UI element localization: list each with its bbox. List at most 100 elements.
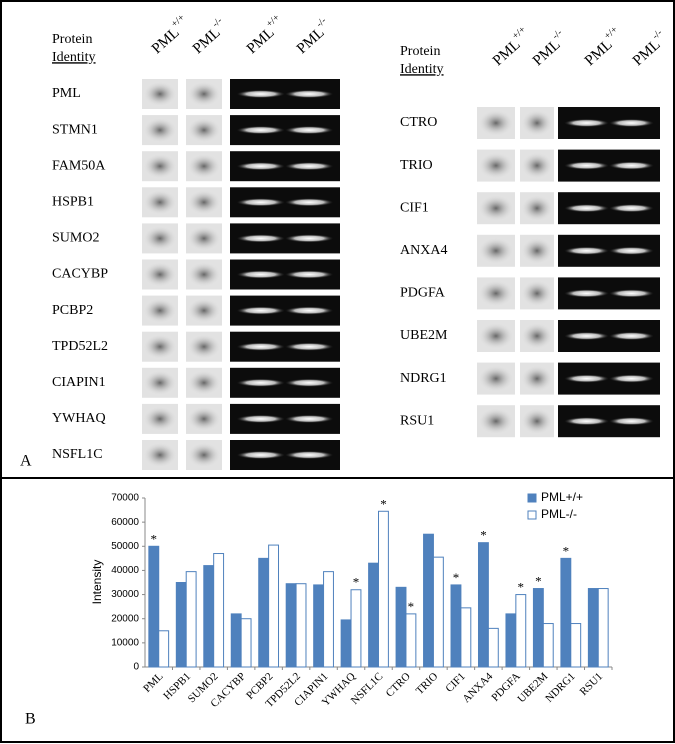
gel-band xyxy=(609,204,654,213)
gel-band xyxy=(609,119,654,127)
x-tick-label: CTRO xyxy=(384,670,413,699)
bar xyxy=(487,627,499,668)
protein-label: CTRO xyxy=(400,115,437,130)
header-text: Protein xyxy=(400,44,440,59)
blot-spot xyxy=(143,370,177,395)
blot-spot xyxy=(143,118,177,143)
gel-band xyxy=(609,332,654,340)
bar xyxy=(432,556,444,668)
column-name: PML xyxy=(244,25,278,58)
bar xyxy=(323,571,334,668)
significance-marker: * xyxy=(563,543,570,558)
column-label: PML+/+ xyxy=(487,24,534,69)
blot-spot xyxy=(187,118,221,143)
bar xyxy=(313,584,325,668)
gel-band xyxy=(609,246,654,255)
blot-spot xyxy=(478,365,514,392)
gel-band xyxy=(609,374,654,383)
column-label: PML+/+ xyxy=(146,12,193,57)
blot-spot xyxy=(187,190,221,215)
legend-label: PML+/+ xyxy=(541,490,583,504)
blot-spot xyxy=(187,262,221,287)
bar xyxy=(285,583,297,668)
bar xyxy=(477,542,489,668)
column-name: PML xyxy=(582,37,616,70)
blot-spot xyxy=(187,226,221,251)
x-tick-label: PML xyxy=(141,670,166,695)
blot-spot xyxy=(521,152,553,179)
blot-spot xyxy=(143,82,177,106)
bar xyxy=(175,582,187,668)
x-tick-label: TRIO xyxy=(414,670,441,697)
significance-marker: * xyxy=(380,496,387,511)
bar xyxy=(560,557,572,668)
column-name: PML xyxy=(530,37,564,70)
blot-spot xyxy=(478,323,514,349)
gel-band xyxy=(564,417,609,426)
column-name: PML xyxy=(149,25,183,58)
bar xyxy=(405,613,417,668)
blot-spot xyxy=(143,190,177,215)
blot-spot xyxy=(478,110,514,136)
gel-band xyxy=(285,378,334,387)
gel-band xyxy=(236,306,285,315)
column-name: PML xyxy=(190,25,224,58)
bar xyxy=(240,618,252,668)
x-tick-label: UBE2M xyxy=(515,670,550,705)
blot-spot xyxy=(521,195,553,221)
bar xyxy=(378,510,389,668)
significance-marker: * xyxy=(353,575,360,590)
protein-label: NSFL1C xyxy=(52,447,103,462)
blot-spot xyxy=(187,370,221,395)
blot-spot xyxy=(478,408,514,435)
panel-label: A xyxy=(20,453,32,470)
gel-band xyxy=(609,289,654,298)
blot-spot xyxy=(478,280,514,307)
gel-band xyxy=(609,161,654,170)
bar xyxy=(423,533,434,668)
bar xyxy=(268,544,280,668)
blot-spot xyxy=(143,298,177,323)
y-tick-label: 20000 xyxy=(111,613,139,624)
column-name: PML xyxy=(490,37,524,70)
blot-spot xyxy=(521,238,553,264)
gel-band xyxy=(564,204,609,213)
bar xyxy=(203,565,215,668)
gel-band xyxy=(236,126,285,135)
protein-label: PDGFA xyxy=(400,286,446,301)
gel-band xyxy=(609,417,654,426)
y-tick-label: 70000 xyxy=(111,493,139,504)
x-tick-label: ANXA4 xyxy=(460,670,495,705)
bar xyxy=(532,588,544,668)
protein-label: RSU1 xyxy=(400,413,434,428)
gel-band xyxy=(285,270,334,279)
blot-spot xyxy=(521,110,553,136)
bar xyxy=(230,613,242,668)
significance-marker: * xyxy=(535,574,542,589)
gel-band xyxy=(564,161,609,170)
bar xyxy=(570,623,582,668)
y-tick-label: 30000 xyxy=(111,589,139,600)
bar xyxy=(158,630,170,668)
gel-band xyxy=(236,451,285,459)
x-tick-label: CIF1 xyxy=(443,670,467,694)
gel-band xyxy=(285,234,334,243)
column-label: PML+/+ xyxy=(579,24,626,69)
bar xyxy=(505,613,517,668)
panel-b-frame xyxy=(0,477,675,743)
blot-spot xyxy=(478,152,514,179)
blot-spot xyxy=(143,154,177,179)
y-tick-label: 0 xyxy=(133,662,139,673)
gel-band xyxy=(564,332,609,340)
blot-spot xyxy=(521,365,553,392)
protein-label: UBE2M xyxy=(400,328,448,343)
gel-band xyxy=(236,234,285,243)
bar xyxy=(350,589,362,668)
bar xyxy=(395,586,407,668)
blot-spot xyxy=(478,195,514,221)
y-axis-label: Intensity xyxy=(90,560,104,605)
protein-label: STMN1 xyxy=(52,122,98,137)
x-tick-label: NDRG1 xyxy=(543,670,577,704)
legend-label: PML-/- xyxy=(541,507,577,521)
